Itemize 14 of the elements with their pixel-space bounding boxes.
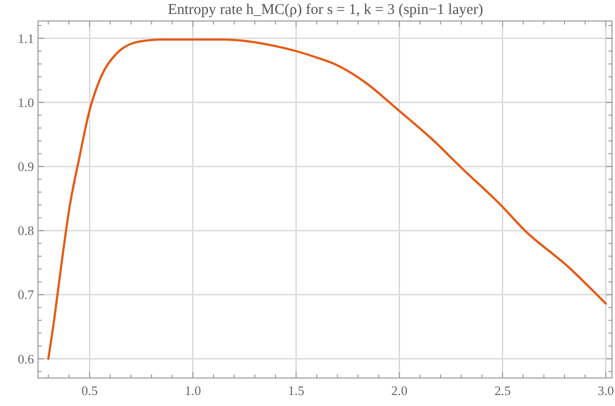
y-tick-label: 0.6 [18, 351, 34, 366]
y-tick-label: 1.0 [18, 94, 34, 110]
x-tick-label: 2.5 [494, 383, 511, 398]
y-tick-label: 1.1 [18, 30, 34, 46]
x-tick-label: 2.0 [391, 383, 408, 398]
y-tick-label: 0.9 [18, 158, 34, 174]
line-series [47, 38, 607, 360]
x-tick-label: 3.0 [598, 383, 614, 398]
x-tick-label: 1.5 [288, 383, 304, 398]
y-tick-label: 0.8 [18, 223, 34, 238]
x-tick-label: 0.5 [81, 383, 98, 398]
y-tick-label: 0.7 [18, 287, 34, 302]
x-tick-label: 1.0 [184, 383, 201, 398]
chart-title: Entropy rate h_MC(ρ) for s = 1, k = 3 (spin−1 layer) [168, 2, 484, 18]
